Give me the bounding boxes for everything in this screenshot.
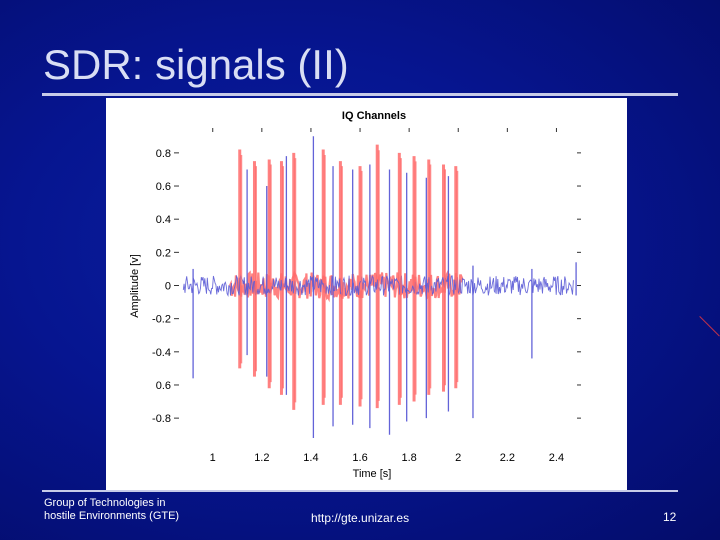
x-tick-label-6: 2.2 xyxy=(500,452,515,464)
y-tick-label-2: 0.4 xyxy=(156,214,171,226)
series-0 xyxy=(228,144,464,410)
x-tick-label-7: 2.4 xyxy=(549,452,564,464)
y-tick-label-8: -0.8 xyxy=(152,413,171,425)
x-axis-label: Time [s] xyxy=(353,468,392,480)
title-underline xyxy=(42,93,678,96)
iq-channels-chart: IQ Channels 1 1.2 1.4 1.6 1.8 2 2.2 2.4 0.8 0.6 0.… xyxy=(129,110,581,480)
x-tick-label-3: 1.6 xyxy=(352,452,367,464)
y-tick-label-4: 0 xyxy=(165,281,171,293)
y-tick-label-7: 0.6 xyxy=(156,380,171,392)
axis-ticks: 1 1.2 1.4 1.6 1.8 2 2.2 2.4 0.8 0.6 0.4 0.2 0 -0.2 -0.… xyxy=(152,128,581,464)
y-tick-label-5: -0.2 xyxy=(152,314,171,326)
series-1 xyxy=(182,136,577,439)
series-0-overlay xyxy=(240,150,459,403)
x-tick-label-2: 1.4 xyxy=(303,452,318,464)
chart-figure: IQ Channels 1 1.2 1.4 1.6 1.8 2 2.2 2.4 0.8 0.6 0.… xyxy=(106,98,627,490)
footer-url-link[interactable]: http://gte.unizar.es xyxy=(311,511,410,525)
series-layer xyxy=(182,136,577,439)
x-tick-label-1: 1.2 xyxy=(254,452,269,464)
y-tick-label-3: 0.2 xyxy=(156,247,171,259)
y-tick-label-1: 0.6 xyxy=(156,181,171,193)
x-tick-label-5: 2 xyxy=(455,452,461,464)
x-tick-label-0: 1 xyxy=(210,452,216,464)
decorative-accent-line xyxy=(699,316,720,337)
footer-org-line2: hostile Environments (GTE) xyxy=(44,510,180,522)
y-axis-label: Amplitude [v] xyxy=(129,254,141,318)
footer-rule xyxy=(42,490,678,492)
y-tick-label-0: 0.8 xyxy=(156,148,171,160)
footer-organization: Group of Technologies in hostile Environ… xyxy=(44,497,214,523)
footer-org-line1: Group of Technologies in xyxy=(44,497,166,509)
x-tick-label-4: 1.8 xyxy=(401,452,416,464)
chart-title: IQ Channels xyxy=(342,110,406,122)
slide-title: SDR: signals (II) xyxy=(43,41,349,88)
y-tick-label-6: -0.4 xyxy=(152,347,171,359)
page-number: 12 xyxy=(663,510,677,524)
